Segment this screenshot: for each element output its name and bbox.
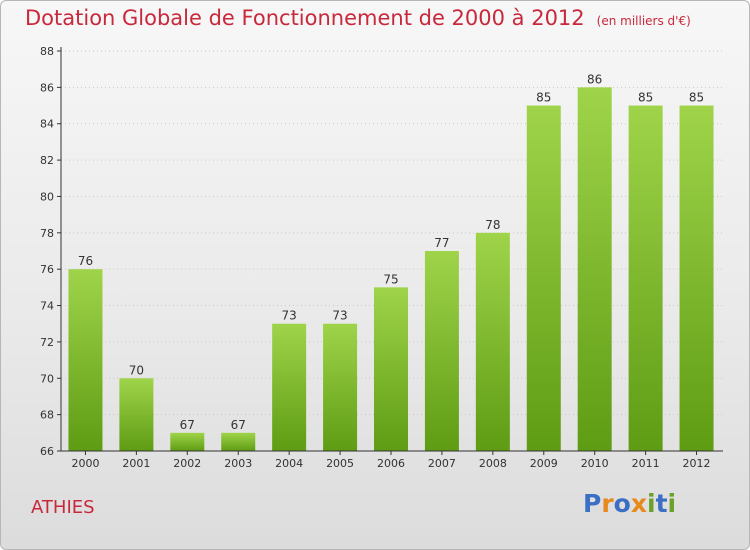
x-tick-label: 2005 — [326, 457, 354, 470]
y-tick-label: 66 — [40, 445, 54, 458]
bar-value-label: 76 — [78, 254, 93, 268]
bar-value-label: 85 — [689, 91, 704, 105]
bar-value-label: 75 — [383, 272, 398, 286]
x-tick-label: 2012 — [683, 457, 711, 470]
y-tick-label: 82 — [40, 154, 54, 167]
bar-2004 — [272, 323, 307, 451]
x-tick-label: 2009 — [530, 457, 558, 470]
x-tick-label: 2008 — [479, 457, 507, 470]
bar-2009 — [526, 105, 561, 451]
logo-letter: t — [655, 489, 668, 518]
logo-letter: i — [647, 489, 656, 518]
bar-value-label: 86 — [587, 72, 602, 86]
y-tick-label: 84 — [40, 118, 54, 131]
bar-2010 — [577, 87, 612, 451]
bar-2011 — [628, 105, 663, 451]
x-tick-label: 2006 — [377, 457, 405, 470]
logo-letter: i — [667, 489, 677, 518]
bar-value-label: 73 — [332, 309, 347, 323]
proxiti-logo[interactable]: Proxiti — [583, 489, 676, 518]
logo-letter: x — [630, 489, 647, 518]
y-tick-label: 70 — [40, 372, 54, 385]
x-tick-label: 2000 — [71, 457, 99, 470]
bar-2005 — [323, 323, 358, 451]
y-axis: 66 68 70 72 74 76 78 80 82 84 86 88 — [40, 45, 62, 458]
y-tick-label: 72 — [40, 336, 54, 349]
bar-value-label: 77 — [434, 236, 449, 250]
bar-2008 — [475, 232, 510, 451]
logo-letter: r — [601, 489, 614, 518]
y-tick-label: 76 — [40, 263, 54, 276]
x-tick-label: 2001 — [122, 457, 150, 470]
y-tick-label: 88 — [40, 45, 54, 58]
x-tick-label: 2007 — [428, 457, 456, 470]
bars: 76 70 67 67 73 73 75 77 78 85 86 85 85 — [68, 72, 714, 451]
chart-title-block: Dotation Globale de Fonctionnement de 20… — [25, 6, 691, 30]
logo-letter: P — [583, 489, 602, 518]
bar-2001 — [119, 378, 154, 451]
bar-2003 — [221, 432, 256, 451]
x-tick-label: 2010 — [581, 457, 609, 470]
y-tick-label: 80 — [40, 190, 54, 203]
bar-value-label: 78 — [485, 218, 500, 232]
bar-2000 — [68, 269, 103, 451]
bar-value-label: 85 — [638, 91, 653, 105]
y-tick-label: 78 — [40, 227, 54, 240]
logo-letter: o — [613, 489, 631, 518]
bar-value-label: 70 — [129, 363, 144, 377]
y-tick-label: 86 — [40, 81, 54, 94]
commune-name: ATHIES — [31, 497, 95, 518]
bar-2007 — [424, 251, 459, 451]
chart-unit: (en milliers d'€) — [596, 14, 691, 28]
bar-2002 — [170, 432, 205, 451]
x-axis: 2000 2001 2002 2003 2004 2005 2006 2007 2008 2009… — [61, 450, 723, 470]
bar-2012 — [679, 105, 714, 451]
chart-title: Dotation Globale de Fonctionnement de 20… — [25, 6, 585, 30]
x-tick-label: 2011 — [632, 457, 660, 470]
x-tick-label: 2004 — [275, 457, 303, 470]
y-tick-label: 68 — [40, 409, 54, 422]
x-tick-label: 2002 — [173, 457, 201, 470]
x-tick-label: 2003 — [224, 457, 252, 470]
bar-value-label: 85 — [536, 91, 551, 105]
bar-value-label: 73 — [282, 309, 297, 323]
y-tick-label: 74 — [40, 300, 54, 313]
bar-2006 — [374, 287, 408, 451]
bar-value-label: 67 — [231, 418, 246, 432]
bar-value-label: 67 — [180, 418, 195, 432]
